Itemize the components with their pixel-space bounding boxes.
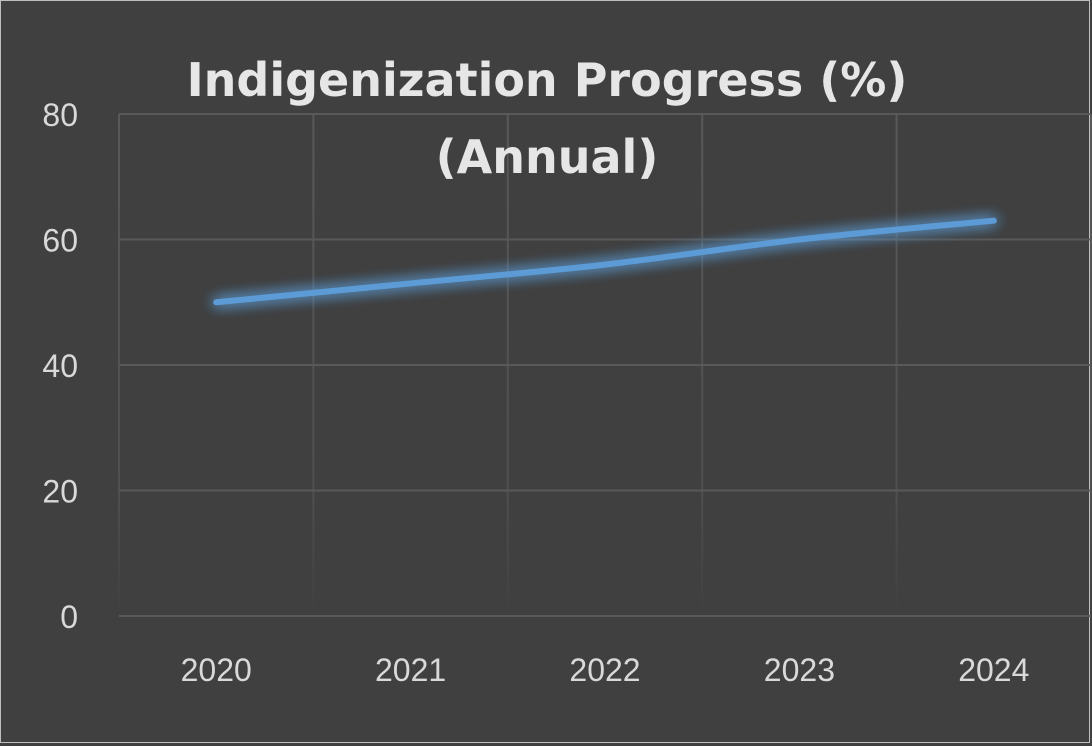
y-tick-label: 40 (42, 348, 78, 384)
y-tick-label: 0 (60, 599, 78, 635)
v-gridline (312, 114, 314, 616)
series-line (216, 221, 994, 303)
y-axis-ticks: 0 20 40 60 80 (42, 97, 78, 635)
v-gridline (896, 114, 898, 616)
y-tick-label: 60 (42, 223, 78, 259)
y-tick-label: 20 (42, 474, 78, 510)
chart-title-line-1: Indigenization Progress (%) (187, 53, 908, 107)
v-gridline (701, 114, 703, 616)
x-axis-ticks: 2020 2021 2022 2023 2024 (181, 652, 1030, 688)
x-tick-label: 2024 (958, 652, 1029, 688)
v-gridline (507, 114, 509, 616)
series-line-group (216, 221, 994, 303)
chart-title-line-2: (Annual) (436, 130, 659, 184)
x-tick-label: 2023 (764, 652, 835, 688)
x-tick-label: 2022 (569, 652, 640, 688)
v-gridline (118, 114, 120, 616)
x-tick-label: 2021 (375, 652, 446, 688)
x-tick-label: 2020 (181, 652, 252, 688)
grid-lines (118, 114, 1092, 616)
y-tick-label: 80 (42, 97, 78, 133)
